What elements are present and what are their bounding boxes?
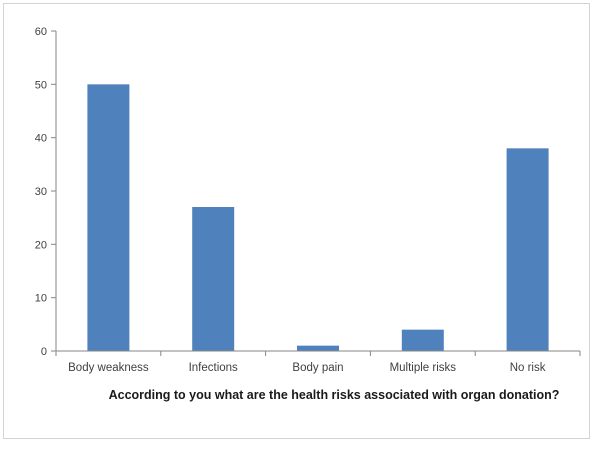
y-axis: 0 10 20 30 40 50 60 bbox=[35, 26, 57, 358]
x-tick-label: Infections bbox=[189, 362, 238, 374]
bar bbox=[87, 84, 130, 351]
bar bbox=[506, 148, 549, 351]
x-axis-title: According to you what are the health ris… bbox=[108, 388, 560, 402]
x-tick-label: Multiple risks bbox=[390, 362, 457, 374]
y-tick-label: 10 bbox=[35, 293, 47, 305]
y-tick-label: 20 bbox=[35, 239, 47, 251]
bar bbox=[192, 207, 235, 351]
y-tick-label: 40 bbox=[35, 133, 47, 145]
x-tick-label: Body pain bbox=[292, 362, 343, 374]
bar bbox=[297, 345, 339, 351]
x-tick-label: Body weakness bbox=[68, 362, 149, 374]
x-tick-label: No risk bbox=[510, 362, 546, 374]
y-tick-label: 60 bbox=[35, 26, 47, 38]
x-axis: Body weakness Infections Body pain Multiple… bbox=[55, 350, 581, 374]
chart-frame: 0 10 20 30 40 50 60 Body weakness Infections Bod… bbox=[3, 3, 590, 439]
bar bbox=[401, 329, 444, 351]
bars bbox=[87, 84, 549, 351]
y-tick-label: 0 bbox=[41, 346, 47, 358]
y-tick-label: 30 bbox=[35, 186, 47, 198]
y-tick-label: 50 bbox=[35, 79, 47, 91]
